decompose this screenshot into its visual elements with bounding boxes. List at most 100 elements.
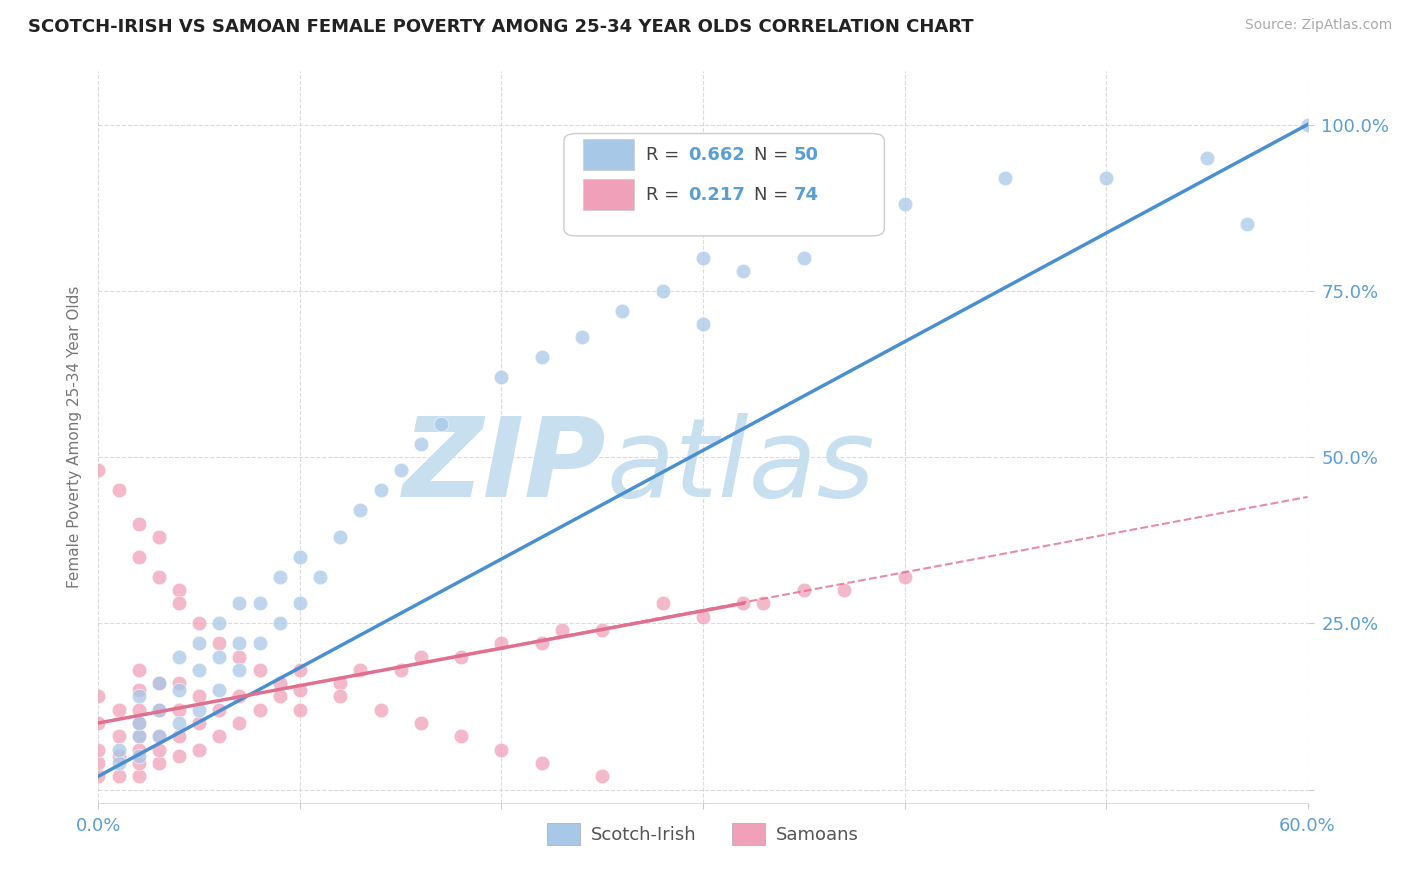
Point: [409, 436, 432, 450]
Point: [167, 749, 190, 764]
Point: [167, 676, 190, 690]
FancyBboxPatch shape: [564, 134, 884, 235]
Point: [148, 703, 170, 717]
Point: [1296, 118, 1319, 132]
Point: [228, 690, 250, 704]
Point: [128, 549, 150, 564]
Point: [692, 317, 714, 331]
Point: [107, 769, 129, 783]
Point: [148, 756, 170, 770]
Point: [994, 170, 1017, 185]
Point: [87, 690, 110, 704]
Point: [288, 682, 311, 697]
Point: [128, 703, 150, 717]
Point: [249, 703, 271, 717]
Point: [491, 636, 513, 650]
Text: SCOTCH-IRISH VS SAMOAN FEMALE POVERTY AMONG 25-34 YEAR OLDS CORRELATION CHART: SCOTCH-IRISH VS SAMOAN FEMALE POVERTY AM…: [28, 18, 974, 36]
Point: [87, 463, 110, 477]
Legend: Scotch-Irish, Samoans: Scotch-Irish, Samoans: [540, 816, 866, 852]
Point: [571, 330, 593, 344]
Point: [167, 716, 190, 731]
Point: [893, 570, 915, 584]
Text: Source: ZipAtlas.com: Source: ZipAtlas.com: [1244, 18, 1392, 32]
Point: [148, 729, 170, 743]
Point: [107, 756, 129, 770]
Text: 0.662: 0.662: [689, 146, 745, 164]
Point: [107, 729, 129, 743]
Point: [87, 742, 110, 756]
Point: [128, 729, 150, 743]
Point: [430, 417, 453, 431]
Point: [530, 636, 553, 650]
Point: [128, 682, 150, 697]
Point: [793, 582, 815, 597]
Point: [148, 676, 170, 690]
Point: [188, 616, 211, 631]
Point: [148, 570, 170, 584]
Point: [752, 596, 775, 610]
Point: [349, 663, 371, 677]
Point: [651, 596, 673, 610]
Point: [1195, 151, 1218, 165]
Point: [370, 483, 392, 498]
Text: N =: N =: [754, 186, 794, 204]
Point: [612, 303, 634, 318]
Point: [188, 663, 211, 677]
Point: [107, 749, 129, 764]
Point: [692, 609, 714, 624]
Point: [491, 370, 513, 384]
Point: [148, 742, 170, 756]
Point: [167, 582, 190, 597]
Point: [249, 663, 271, 677]
Text: R =: R =: [647, 186, 685, 204]
Point: [450, 649, 472, 664]
Point: [349, 503, 371, 517]
Point: [167, 596, 190, 610]
Point: [249, 596, 271, 610]
Point: [167, 682, 190, 697]
Point: [87, 716, 110, 731]
Point: [893, 197, 915, 211]
Point: [1095, 170, 1118, 185]
Point: [269, 570, 291, 584]
Point: [87, 769, 110, 783]
Point: [269, 690, 291, 704]
Point: [208, 682, 231, 697]
Point: [228, 636, 250, 650]
Point: [148, 676, 170, 690]
Point: [409, 649, 432, 664]
Point: [188, 716, 211, 731]
Point: [288, 703, 311, 717]
Point: [167, 703, 190, 717]
Point: [128, 742, 150, 756]
Text: 0.217: 0.217: [689, 186, 745, 204]
Point: [107, 703, 129, 717]
Point: [87, 756, 110, 770]
Text: R =: R =: [647, 146, 685, 164]
Point: [309, 570, 332, 584]
Point: [128, 716, 150, 731]
Point: [128, 756, 150, 770]
Point: [530, 756, 553, 770]
Point: [551, 623, 574, 637]
Text: ZIP: ZIP: [402, 413, 606, 520]
Point: [530, 351, 553, 365]
Text: atlas: atlas: [606, 413, 875, 520]
Point: [128, 516, 150, 531]
Point: [148, 530, 170, 544]
Point: [128, 690, 150, 704]
Point: [450, 729, 472, 743]
Point: [733, 596, 755, 610]
Point: [148, 703, 170, 717]
Point: [591, 769, 613, 783]
Point: [107, 483, 129, 498]
Point: [208, 636, 231, 650]
Point: [288, 596, 311, 610]
Point: [692, 251, 714, 265]
Point: [409, 716, 432, 731]
Point: [228, 596, 250, 610]
Point: [228, 663, 250, 677]
Point: [832, 582, 855, 597]
Point: [389, 463, 412, 477]
Point: [128, 729, 150, 743]
